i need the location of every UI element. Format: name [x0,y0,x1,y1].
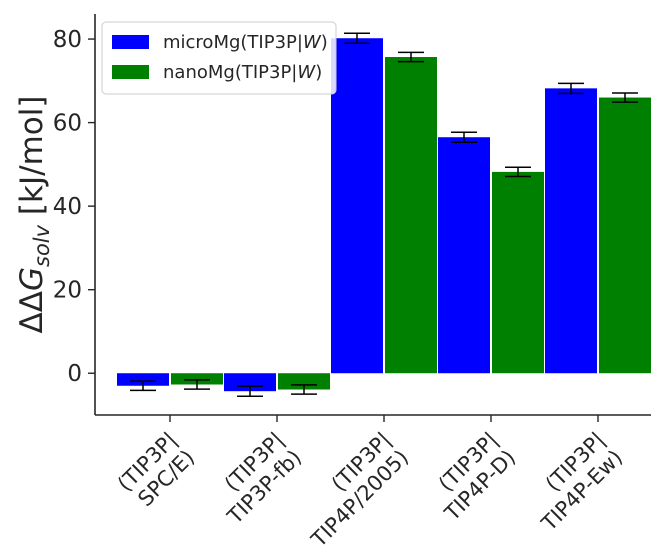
error-bar-micromg-4 [558,82,584,95]
bar-micromg-3 [438,137,490,374]
bar-nanomg-2 [385,57,437,374]
x-tick-label: (TIP3P|TIP3P-fb) [205,428,307,530]
error-bar-nanomg-3 [505,166,531,178]
svg-text:(TIP3P|TIP4P/2005): (TIP3P|TIP4P/2005) [288,428,413,553]
bar-micromg-0 [117,373,169,386]
legend-swatch-micromg [112,35,149,49]
y-axis-ticks: 0 20 40 60 80 [53,27,95,387]
error-bar-micromg-1 [237,385,263,397]
error-bar-nanomg-4 [612,92,638,103]
bar-nanomg-4 [599,97,651,374]
error-bar-micromg-0 [130,380,156,392]
error-bars [130,32,638,397]
svg-text:(TIP3P|TIP4P-Ew): (TIP3P|TIP4P-Ew) [519,428,628,537]
y-tick-label: 40 [53,194,82,220]
y-tick-label: 20 [53,278,82,304]
legend: microMg(TIP3P|W) nanoMg(TIP3P|W) [101,21,337,95]
axes [94,14,651,416]
error-bar-nanomg-1 [291,384,317,395]
legend-label-micromg: microMg(TIP3P|W) [163,32,328,53]
y-tick-label: 0 [67,361,82,387]
error-bar-micromg-3 [451,131,477,143]
legend-label-nanomg: nanoMg(TIP3P|W) [163,62,322,83]
legend-swatch-nanomg [112,65,149,79]
y-tick-label: 80 [53,27,82,53]
error-bar-nanomg-0 [184,379,210,390]
error-bar-micromg-2 [344,32,370,44]
x-tick-label: (TIP3P|TIP4P-Ew) [519,428,628,537]
bar-micromg-4 [545,88,597,374]
bar-nanomg-3 [492,171,544,374]
svg-text:(TIP3P|SPC/E): (TIP3P|SPC/E) [113,428,199,514]
svg-text:(TIP3P|TIP4P-D): (TIP3P|TIP4P-D) [422,428,520,526]
bar-micromg-2 [331,38,383,374]
x-axis-ticks: (TIP3P|SPC/E) (TIP3P|TIP3P-fb) (TIP3P|TIP4… [113,415,627,552]
bars [117,38,651,392]
x-tick-label: (TIP3P|SPC/E) [113,428,199,514]
y-tick-label: 60 [53,111,82,137]
error-bar-nanomg-2 [398,51,424,63]
x-tick-label: (TIP3P|TIP4P/2005) [288,428,413,553]
legend-box [101,21,337,95]
y-axis-label: ΔΔGsolv [kJ/mol] [14,96,54,334]
x-tick-label: (TIP3P|TIP4P-D) [422,428,520,526]
bar-nanomg-0 [171,373,223,385]
svg-text:(TIP3P|TIP3P-fb): (TIP3P|TIP3P-fb) [205,428,307,530]
